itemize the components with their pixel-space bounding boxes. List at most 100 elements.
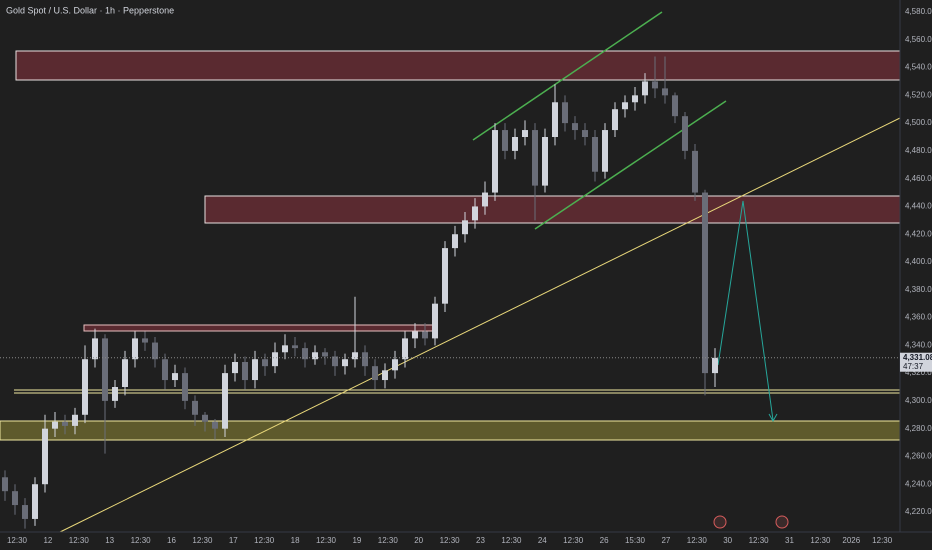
candle-body [412, 331, 418, 339]
candle-body [432, 303, 438, 339]
candle-body [662, 88, 668, 96]
candle-body [492, 130, 498, 193]
candle-body [712, 357, 718, 374]
candle-body [252, 359, 258, 381]
x-tick-label: 27 [661, 536, 670, 545]
candle-body [472, 206, 478, 221]
event-icon[interactable] [775, 515, 789, 529]
y-tick-label: 4,520.00 [905, 90, 932, 99]
candle-body [182, 373, 188, 401]
x-tick-label: 12:30 [687, 536, 708, 545]
candle-body [572, 123, 578, 131]
y-tick-label: 4,320.00 [905, 368, 932, 377]
candle-body [382, 370, 388, 381]
projection-arrow [768, 413, 778, 423]
x-tick-label: 12:30 [316, 536, 337, 545]
x-tick-label: 19 [352, 536, 361, 545]
candle-body [672, 95, 678, 117]
time-axis [0, 532, 932, 550]
x-tick-label: 20 [414, 536, 423, 545]
candle-body [462, 220, 468, 235]
x-tick-label: 23 [476, 536, 485, 545]
candle-body [202, 414, 208, 422]
candle-body [602, 130, 608, 172]
chart-title: Gold Spot / U.S. Dollar · 1h · Peppersto… [6, 5, 174, 15]
countdown-label: 47:37 [903, 362, 924, 371]
event-icon[interactable] [713, 515, 727, 529]
candle-body [542, 137, 548, 186]
x-tick-label: 12:30 [749, 536, 770, 545]
candle-body [322, 352, 328, 357]
x-tick-label: 12:30 [501, 536, 522, 545]
candle-body [632, 95, 638, 103]
y-tick-label: 4,500.00 [905, 118, 932, 127]
candle-body [682, 116, 688, 151]
y-tick-label: 4,440.00 [905, 202, 932, 211]
trend-line [57, 117, 901, 534]
x-tick-label: 12:30 [810, 536, 831, 545]
candle-body [2, 477, 8, 492]
x-tick-label: 15:30 [625, 536, 646, 545]
candle-body [272, 352, 278, 367]
x-tick-label: 12:30 [872, 536, 893, 545]
candle-body [552, 102, 558, 137]
x-tick-label: 12:30 [440, 536, 461, 545]
supply-zone [204, 195, 901, 224]
candle-body [12, 491, 18, 506]
x-tick-label: 18 [291, 536, 300, 545]
candles [2, 56, 718, 529]
y-tick-label: 4,400.00 [905, 257, 932, 266]
candle-body [42, 428, 48, 485]
last-price-box [900, 352, 932, 372]
x-tick-label: 2026 [842, 536, 860, 545]
candle-body [292, 345, 298, 349]
candle-body [302, 348, 308, 360]
candle-body [582, 130, 588, 137]
demand-zone [0, 420, 901, 441]
candle-body [622, 102, 628, 110]
candle-body [142, 338, 148, 343]
y-tick-label: 4,420.00 [905, 229, 932, 238]
y-tick-label: 4,300.00 [905, 396, 932, 405]
x-tick-label: 12:30 [131, 536, 152, 545]
x-tick-label: 12 [43, 536, 52, 545]
candle-body [652, 81, 658, 89]
candle-body [232, 362, 238, 374]
candle-body [212, 421, 218, 429]
candle-body [152, 342, 158, 360]
candle-body [392, 359, 398, 371]
x-tick-label: 12:30 [254, 536, 275, 545]
candle-body [562, 102, 568, 124]
candle-body [332, 356, 338, 367]
candle-body [102, 338, 108, 401]
candle-body [442, 248, 448, 304]
x-tick-label: 17 [229, 536, 238, 545]
x-tick-label: 31 [785, 536, 794, 545]
candle-body [262, 359, 268, 367]
candle-body [482, 192, 488, 207]
candle-body [512, 137, 518, 151]
y-tick-label: 4,540.00 [905, 63, 932, 72]
candle-body [112, 387, 118, 401]
candle-body [52, 421, 58, 429]
x-tick-label: 26 [600, 536, 609, 545]
candle-body [592, 137, 598, 172]
candle-body [62, 421, 68, 426]
y-tick-label: 4,220.00 [905, 507, 932, 516]
candle-body [22, 505, 28, 519]
candle-body [402, 338, 408, 360]
candle-body [372, 366, 378, 381]
y-tick-label: 4,560.00 [905, 35, 932, 44]
y-tick-label: 4,580.00 [905, 7, 932, 16]
x-tick-label: 12:30 [69, 536, 90, 545]
candle-body [72, 414, 78, 426]
candle-body [32, 484, 38, 519]
x-tick-label: 13 [105, 536, 114, 545]
candle-body [172, 373, 178, 381]
y-tick-label: 4,340.00 [905, 340, 932, 349]
candle-body [242, 362, 248, 381]
channel-line [472, 11, 663, 141]
supply-zone [15, 50, 901, 81]
